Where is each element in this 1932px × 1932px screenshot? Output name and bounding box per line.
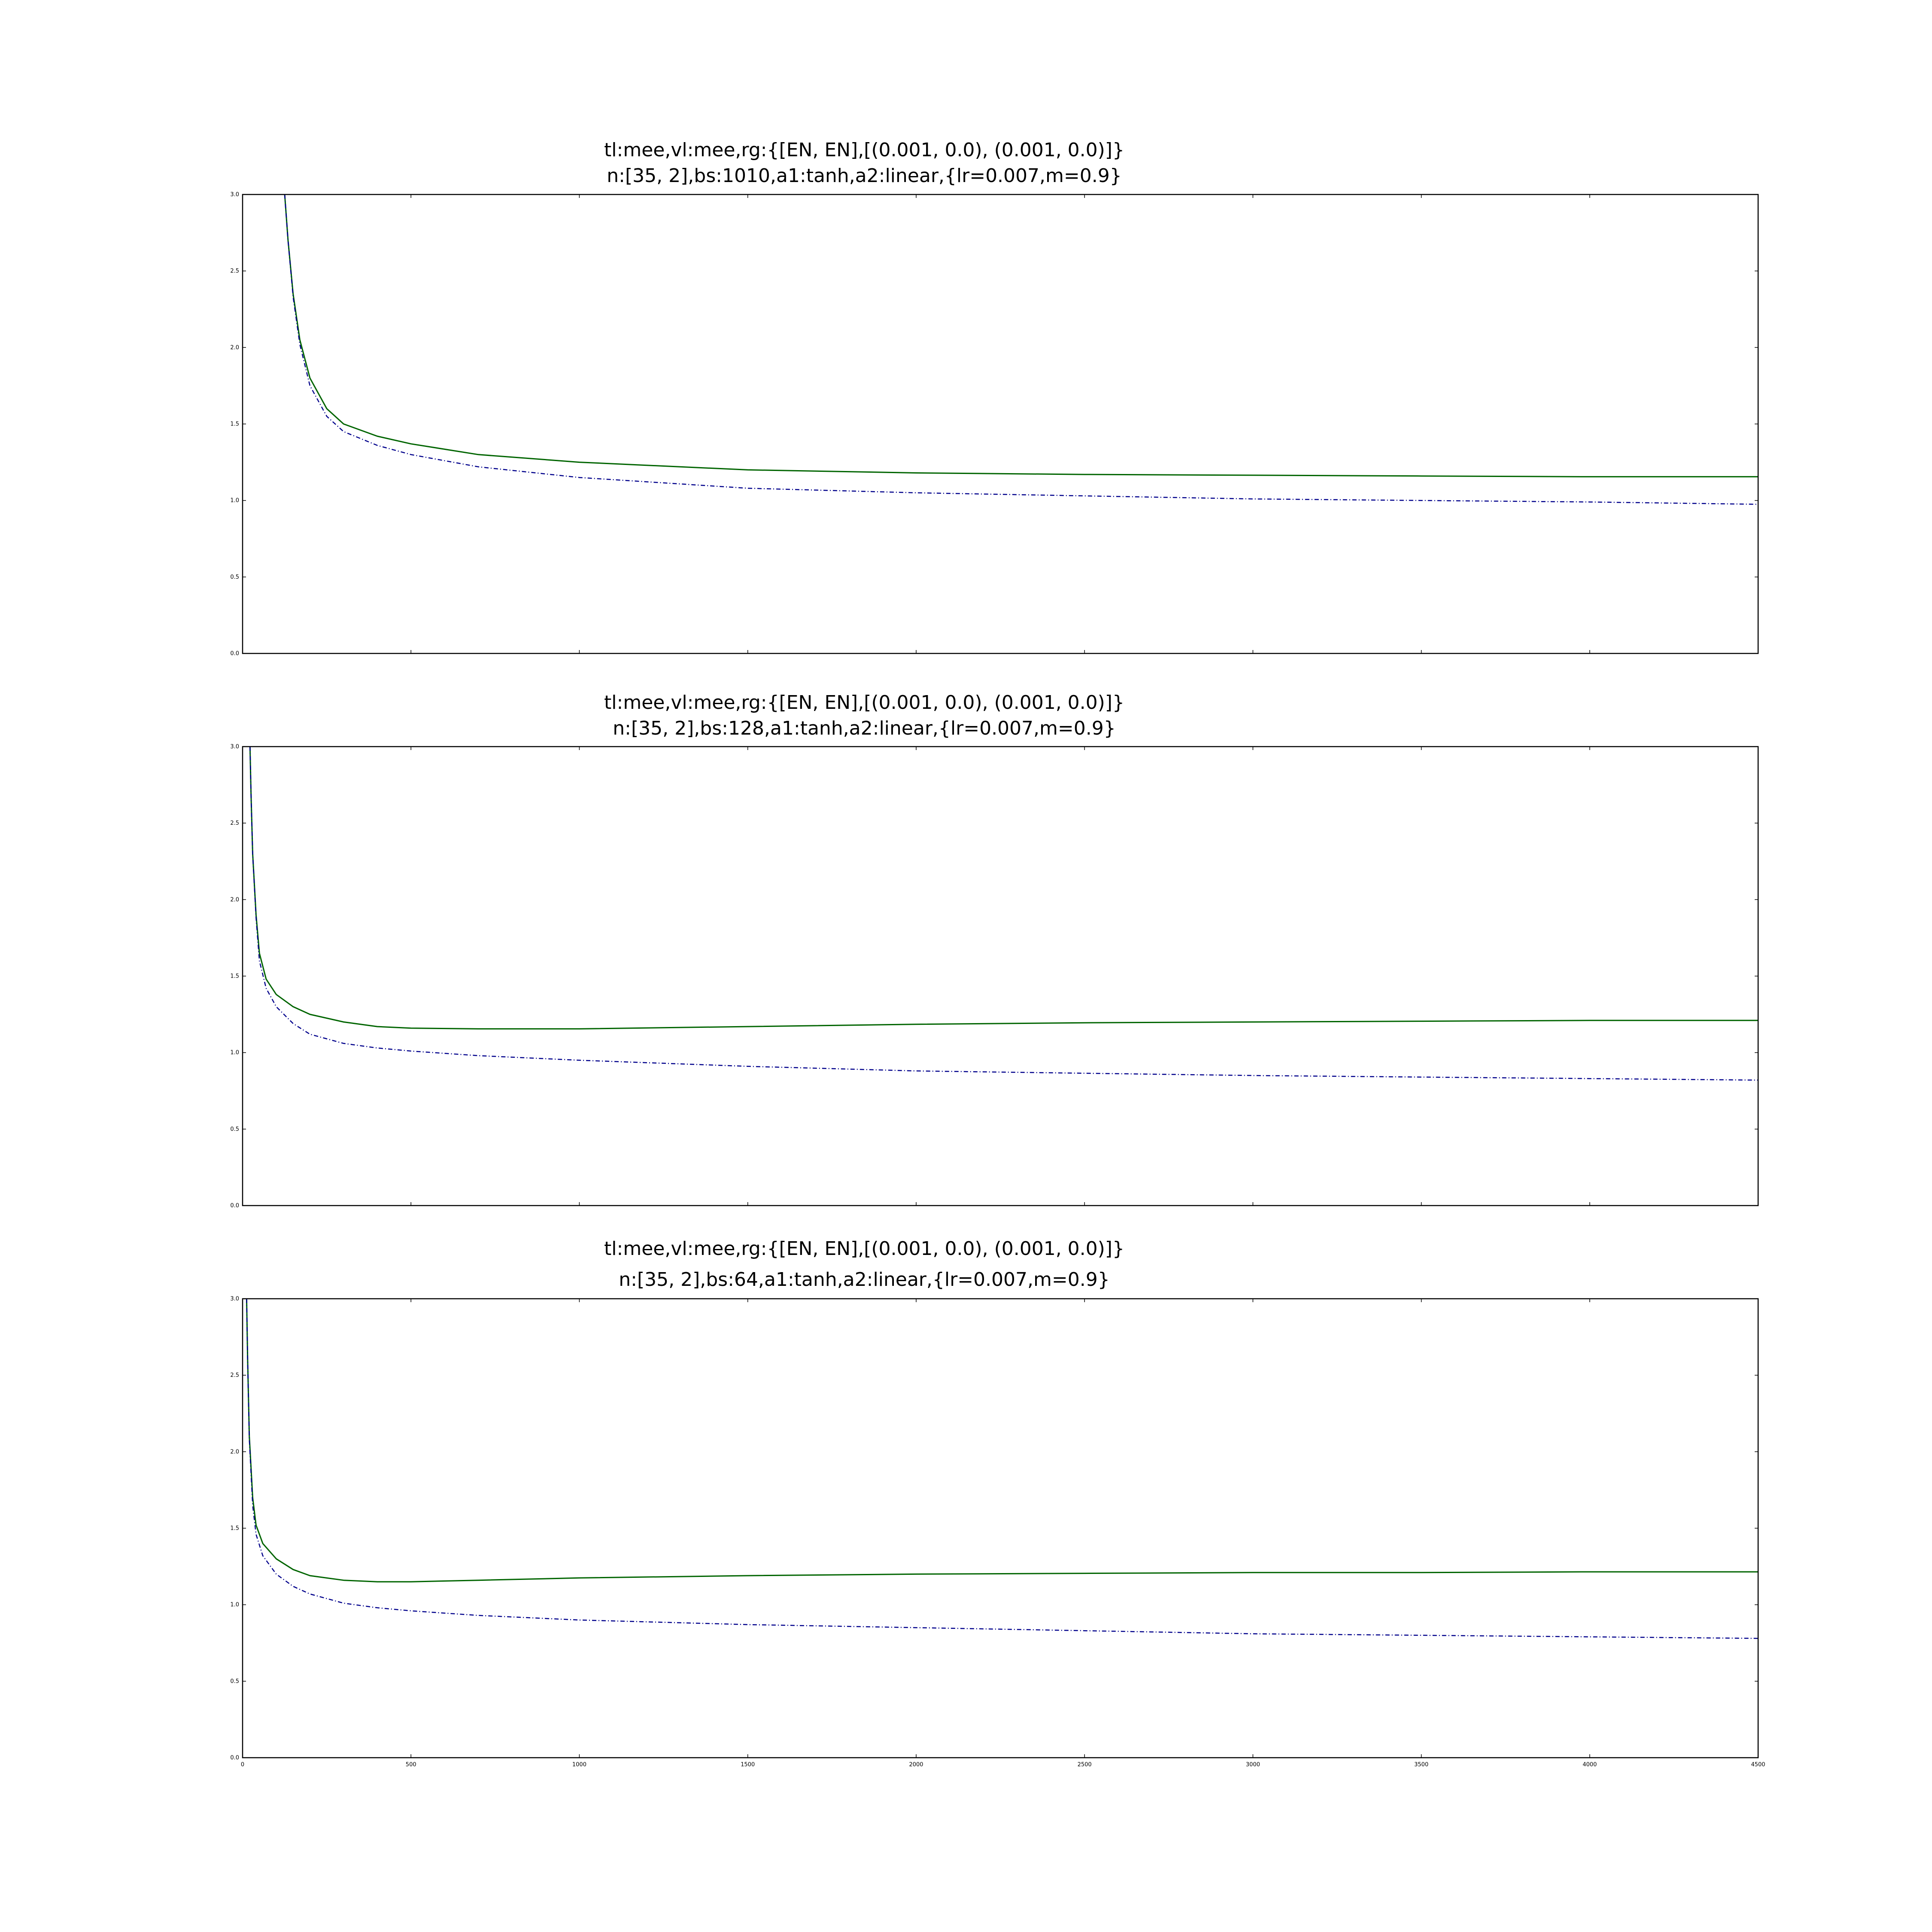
subplot-3-ytick-label: 2.0 <box>230 1449 239 1455</box>
subplot-3-xtick-label: 1000 <box>572 1762 586 1768</box>
subplot-3-xtick-label: 4500 <box>1751 1762 1765 1768</box>
subplot-3-xtick-label: 3500 <box>1414 1762 1428 1768</box>
subplot-2-title: tl:mee,vl:mee,rg:{[EN, EN],[(0.001, 0.0)… <box>604 692 1124 714</box>
subplot-3-xtick-label: 2000 <box>909 1762 923 1768</box>
subplot-2-ytick-label: 1.0 <box>230 1050 239 1056</box>
subplot-2-subtitle: n:[35, 2],bs:128,a1:tanh,a2:linear,{lr=0… <box>613 717 1115 739</box>
subplot-2-ytick-label: 3.0 <box>230 744 239 750</box>
subplot-2-plot-area: 0.0 0.5 1.0 1.5 2.0 2.5 3.0 <box>230 744 1759 1209</box>
subplot-3-xtick-label: 2500 <box>1078 1762 1092 1768</box>
subplot-3-xtick-label: 0 <box>241 1762 244 1768</box>
subplot-1-series-solid-line <box>284 194 1758 477</box>
subplot-2-ytick-label: 2.5 <box>230 820 239 826</box>
subplot-1: tl:mee,vl:mee,rg:{[EN, EN],[(0.001, 0.0)… <box>230 139 1759 657</box>
subplot-3-ytick-label: 1.0 <box>230 1602 239 1608</box>
subplot-1-ytick-label: 2.5 <box>230 268 239 274</box>
subplot-3-ytick-label: 0.5 <box>230 1678 239 1685</box>
subplot-2-ytick-label: 1.5 <box>230 973 239 980</box>
subplot-2-ytick-label: 0.0 <box>230 1203 239 1209</box>
subplot-1-ytick-label: 0.0 <box>230 650 239 657</box>
subplot-2-ytick-label: 0.5 <box>230 1126 239 1133</box>
subplot-3-xtick-label: 3000 <box>1246 1762 1260 1768</box>
subplot-1-plot-area: 0.0 0.5 1.0 1.5 2.0 2.5 3.0 <box>230 191 1759 657</box>
subplot-3-ytick-label: 2.5 <box>230 1372 239 1379</box>
subplot-3-title: tl:mee,vl:mee,rg:{[EN, EN],[(0.001, 0.0)… <box>604 1238 1124 1260</box>
subplot-1-series-dashdot-line <box>284 194 1758 505</box>
subplot-3-ytick-label: 1.5 <box>230 1525 239 1532</box>
subplot-3-ytick-label: 3.0 <box>230 1296 239 1302</box>
subplot-3-series-dashdot-line <box>246 1299 1758 1639</box>
subplot-3-ytick-label: 0.0 <box>230 1755 239 1761</box>
subplot-1-ytick-label: 3.0 <box>230 191 239 198</box>
subplot-3-plot-area: 0.0 0.5 1.0 1.5 2.0 2.5 3.0 0 500 1000 1500 2000 250… <box>230 1296 1765 1768</box>
subplot-2-ytick-label: 2.0 <box>230 896 239 903</box>
subplot-3-xtick-label: 500 <box>406 1762 416 1768</box>
subplot-1-ytick-label: 1.0 <box>230 498 239 504</box>
subplot-3-xtick-label: 1500 <box>741 1762 755 1768</box>
subplot-3-axes-frame <box>242 1298 1759 1759</box>
subplot-1-title: tl:mee,vl:mee,rg:{[EN, EN],[(0.001, 0.0)… <box>604 139 1124 161</box>
subplot-2-axes-frame <box>242 746 1759 1206</box>
subplot-2: tl:mee,vl:mee,rg:{[EN, EN],[(0.001, 0.0)… <box>230 692 1759 1209</box>
subplot-3-series-solid-line <box>246 1299 1758 1583</box>
subplot-1-subtitle: n:[35, 2],bs:1010,a1:tanh,a2:linear,{lr=… <box>607 165 1121 187</box>
subplot-3: tl:mee,vl:mee,rg:{[EN, EN],[(0.001, 0.0)… <box>230 1238 1765 1768</box>
subplot-3-xtick-label: 4000 <box>1583 1762 1597 1768</box>
subplot-3-subtitle: n:[35, 2],bs:64,a1:tanh,a2:linear,{lr=0.… <box>619 1269 1109 1291</box>
subplot-1-ytick-label: 2.0 <box>230 344 239 351</box>
subplot-1-ytick-label: 1.5 <box>230 421 239 428</box>
subplot-1-ytick-label: 0.5 <box>230 574 239 580</box>
subplot-1-axes-frame <box>242 194 1759 654</box>
